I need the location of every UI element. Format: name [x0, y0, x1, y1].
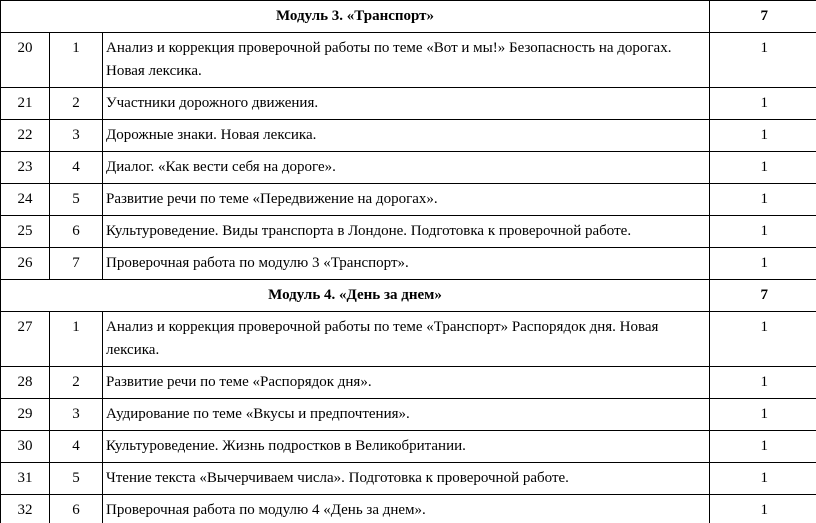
cell-topic: Диалог. «Как вести себя на дороге».	[101, 151, 711, 184]
cell-module-lesson-number: 1	[49, 32, 103, 88]
table-row: 23 4 Диалог. «Как вести себя на дороге».…	[0, 151, 816, 184]
table-row: 28 2 Развитие речи по теме «Распорядок д…	[0, 366, 816, 399]
cell-lesson-number: 22	[0, 119, 50, 152]
module-hours: 7	[709, 279, 816, 312]
cell-topic: Культуроведение. Жизнь подростков в Вели…	[101, 430, 711, 463]
module-header-row: Модуль 4. «День за днем» 7	[0, 279, 816, 312]
cell-module-lesson-number: 3	[49, 398, 103, 431]
cell-topic: Проверочная работа по модулю 4 «День за …	[101, 494, 711, 523]
cell-hours: 1	[709, 151, 816, 184]
cell-topic: Развитие речи по теме «Распорядок дня».	[101, 366, 711, 399]
cell-hours: 1	[709, 366, 816, 399]
module-title: Модуль 4. «День за днем»	[0, 279, 711, 312]
cell-topic: Анализ и коррекция проверочной работы по…	[101, 311, 711, 367]
cell-lesson-number: 31	[0, 462, 50, 495]
cell-lesson-number: 24	[0, 183, 50, 216]
table-row: 31 5 Чтение текста «Вычерчиваем числа». …	[0, 462, 816, 495]
cell-hours: 1	[709, 247, 816, 280]
cell-hours: 1	[709, 430, 816, 463]
cell-module-lesson-number: 4	[49, 430, 103, 463]
table-row: 22 3 Дорожные знаки. Новая лексика. 1	[0, 119, 816, 152]
cell-module-lesson-number: 4	[49, 151, 103, 184]
table-row: 26 7 Проверочная работа по модулю 3 «Тра…	[0, 247, 816, 280]
table-row: 32 6 Проверочная работа по модулю 4 «Ден…	[0, 494, 816, 523]
cell-topic: Дорожные знаки. Новая лексика.	[101, 119, 711, 152]
table-row: 21 2 Участники дорожного движения. 1	[0, 87, 816, 120]
cell-hours: 1	[709, 494, 816, 523]
cell-hours: 1	[709, 311, 816, 367]
cell-module-lesson-number: 5	[49, 183, 103, 216]
table-row: 30 4 Культуроведение. Жизнь подростков в…	[0, 430, 816, 463]
cell-lesson-number: 21	[0, 87, 50, 120]
cell-lesson-number: 27	[0, 311, 50, 367]
cell-module-lesson-number: 7	[49, 247, 103, 280]
cell-module-lesson-number: 1	[49, 311, 103, 367]
cell-hours: 1	[709, 119, 816, 152]
module-hours: 7	[709, 0, 816, 33]
cell-hours: 1	[709, 183, 816, 216]
module-title: Модуль 3. «Транспорт»	[0, 0, 711, 33]
cell-module-lesson-number: 2	[49, 366, 103, 399]
cell-hours: 1	[709, 87, 816, 120]
cell-module-lesson-number: 6	[49, 215, 103, 248]
module-header-row: Модуль 3. «Транспорт» 7	[0, 0, 816, 33]
cell-module-lesson-number: 3	[49, 119, 103, 152]
cell-hours: 1	[709, 215, 816, 248]
cell-hours: 1	[709, 32, 816, 88]
cell-lesson-number: 20	[0, 32, 50, 88]
cell-lesson-number: 23	[0, 151, 50, 184]
cell-hours: 1	[709, 462, 816, 495]
table-row: 25 6 Культуроведение. Виды транспорта в …	[0, 215, 816, 248]
cell-lesson-number: 32	[0, 494, 50, 523]
cell-topic: Культуроведение. Виды транспорта в Лондо…	[101, 215, 711, 248]
cell-topic: Проверочная работа по модулю 3 «Транспор…	[101, 247, 711, 280]
cell-lesson-number: 28	[0, 366, 50, 399]
cell-topic: Участники дорожного движения.	[101, 87, 711, 120]
cell-module-lesson-number: 2	[49, 87, 103, 120]
cell-topic: Аудирование по теме «Вкусы и предпочтени…	[101, 398, 711, 431]
cell-lesson-number: 25	[0, 215, 50, 248]
cell-hours: 1	[709, 398, 816, 431]
cell-module-lesson-number: 6	[49, 494, 103, 523]
cell-topic: Анализ и коррекция проверочной работы по…	[101, 32, 711, 88]
cell-topic: Чтение текста «Вычерчиваем числа». Подго…	[101, 462, 711, 495]
cell-lesson-number: 29	[0, 398, 50, 431]
cell-topic: Развитие речи по теме «Передвижение на д…	[101, 183, 711, 216]
table-row: 27 1 Анализ и коррекция проверочной рабо…	[0, 311, 816, 367]
table-row: 29 3 Аудирование по теме «Вкусы и предпо…	[0, 398, 816, 431]
cell-lesson-number: 30	[0, 430, 50, 463]
cell-module-lesson-number: 5	[49, 462, 103, 495]
table-row: 20 1 Анализ и коррекция проверочной рабо…	[0, 32, 816, 88]
table-row: 24 5 Развитие речи по теме «Передвижение…	[0, 183, 816, 216]
cell-lesson-number: 26	[0, 247, 50, 280]
